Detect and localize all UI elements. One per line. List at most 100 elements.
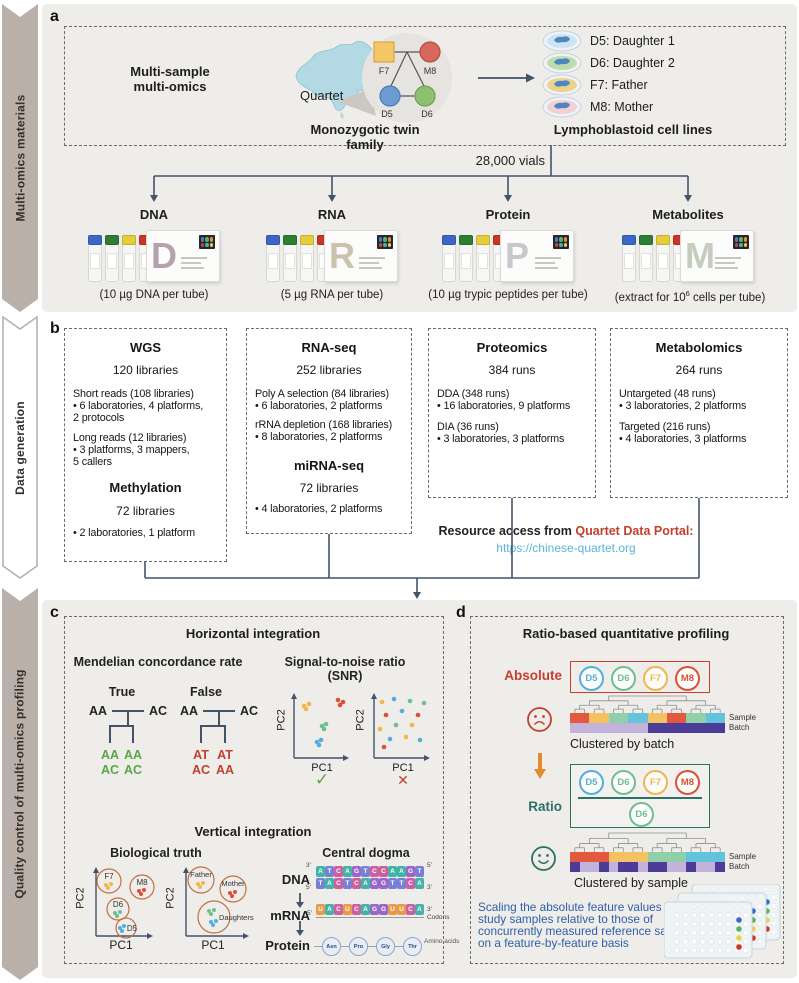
heatmap-cell [705,713,716,723]
kit-letter: M [685,235,715,276]
heatmap-cell [589,862,600,872]
mrna-prime-r: 3′ [427,906,432,913]
bio-truth-plot2: Father Mother Daughters [183,866,254,939]
box-metabolomics: Metabolomics 264 runs Untargeted (48 run… [610,328,788,498]
metabolomics-targeted-detail: • 4 laboratories, 3 platforms [619,433,747,445]
dish-d5 [542,30,582,52]
heatmap-cell [599,862,609,872]
heatmap-cell [695,723,706,733]
true-child2-allele1: AA [123,748,143,762]
svg-text:Mother: Mother [221,879,245,888]
nucleotide-block: C [352,878,361,889]
nucleotide-block: C [370,866,379,877]
caption-dna: (10 µg DNA per tube) [99,289,209,301]
nucleotide-block: C [352,904,361,915]
absolute-box [570,661,710,693]
nucleotide-block: C [334,904,343,915]
kit-box: M [680,230,754,282]
false-drop-line [218,710,220,725]
dna-label: DNA [281,872,310,887]
kit-tubes [88,235,153,282]
heatmap-cell [579,862,590,872]
heatmap-cell [666,852,677,862]
dish-d6 [542,52,582,74]
batch-tag-1: Batch [729,723,750,732]
panel-b-to-c-connector [144,498,700,599]
smiley-face-icon [531,846,556,871]
mirnaseq-title: miRNA-seq [293,458,365,473]
panel-a-label: a [50,8,59,25]
heatmap-cell [637,713,648,723]
heatmap-cell [628,852,638,862]
heatmap-cell [657,862,667,872]
heatmap-cell [666,862,677,872]
tube-blue [88,235,102,282]
heatmap-cell [695,862,706,872]
nucleotide-block: C [379,866,388,877]
resource-access: Resource access from Quartet Data Portal… [396,524,736,538]
nucleotide-block: T [325,866,334,877]
kit-tubes [266,235,331,282]
box-proteomics: Proteomics 384 runs DDA (348 runs) • 16 … [428,328,596,498]
metabolomics-targeted: Targeted (216 runs) [619,421,711,433]
wgs-long-reads-detail2: 5 callers [73,456,112,468]
heatmap-cell [666,713,677,723]
tube-blue [442,235,456,282]
snr-title2: (SNR) [327,669,363,683]
false-parent-2: AC [239,704,259,718]
false-sib-bar [200,725,226,727]
resource-url[interactable]: https://chinese-quartet.org [496,541,636,555]
heatmap-cell [715,713,725,723]
kit-box: P [500,230,574,282]
nucleotide-block: A [325,878,334,889]
aa-gly: Gly [376,937,395,956]
true-child1-allele2: AC [100,763,120,777]
nucleotide-block: G [370,878,379,889]
nucleotide-block: A [361,878,370,889]
nucleotide-block: C [406,878,415,889]
svg-text:Daughters: Daughters [219,913,254,922]
methylation-detail: • 2 laboratories, 1 platform [73,527,196,539]
pedigree-father-square [373,41,395,63]
cell-line-d6: D6: Daughter 2 [590,56,675,70]
sad-face-icon [527,707,552,732]
nucleotide-block: U [397,904,406,915]
heatmap-cell [637,862,648,872]
cell-dishes [542,30,582,118]
snr-plot-bad [371,693,430,761]
tube-yellow [122,235,136,282]
panel-c-dashed-box [64,616,444,964]
tube-blue [266,235,280,282]
heatmap-cell [579,852,590,862]
bio-truth-plot1: F7 M8 D6 D5 [93,867,155,939]
false-label: False [190,685,222,699]
sidebar-section-quality-control: Quality control of multi-omics profiling [2,588,38,980]
horizontal-integration-title: Horizontal integration [185,626,321,641]
snr2-pc2-label: PC2 [354,709,367,731]
sidebar-banner-2 [2,316,38,579]
heatmap-cell [579,713,590,723]
svg-text:M8: M8 [136,878,148,887]
aa-thr: Thr [403,937,422,956]
abs-circle-m8: M8 [675,666,700,691]
heatmap-cell [618,862,629,872]
sidebar-banner-3 [2,588,38,980]
true-child2-allele2: AC [123,763,143,777]
intro-line2: multi-omics [133,79,207,94]
kit-chip [199,235,215,249]
heatmap-cell [637,852,648,862]
rnaseq-polya-detail: • 6 laboratories, 2 platforms [255,400,383,412]
heatmap-cell [715,852,725,862]
heatmap-cell [715,723,725,733]
metabolomics-sub: 264 runs [675,363,723,377]
aa-asn: Asn [322,937,341,956]
heatmap-cell [657,852,667,862]
tube-blue [622,235,636,282]
nucleotide-block: C [334,866,343,877]
heatmap-cell [686,852,696,862]
true-parent-2: AC [148,704,168,718]
snr-pass-mark: ✓ [314,770,330,789]
material-name-rna: RNA [317,207,347,222]
kit-chip [377,235,393,249]
heatmap-cell [705,723,716,733]
